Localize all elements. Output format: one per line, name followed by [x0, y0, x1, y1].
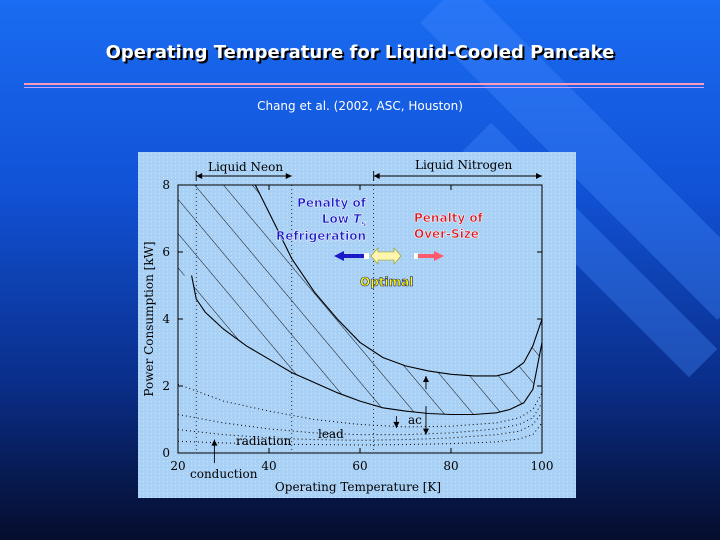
- power-consumption-bound-line: [191, 275, 542, 416]
- y-tick-label: 6: [162, 245, 170, 259]
- penalty-low-line2: Low Ts: [322, 212, 366, 228]
- y-tick-label: 4: [162, 312, 170, 326]
- ac-arrow-top-head: [422, 375, 429, 382]
- x-tick-label: 40: [261, 459, 276, 473]
- liquid-neon-range-arrowhead: [196, 173, 203, 179]
- ac-marker-arrow-head: [393, 421, 400, 428]
- slide-title: Operating Temperature for Liquid-Cooled …: [105, 42, 615, 63]
- ac-arrow-bottom-head: [422, 428, 429, 435]
- dotted-loss-curve: [178, 412, 542, 441]
- liquid-neon-range-arrowhead: [285, 173, 292, 179]
- y-tick-label: 2: [162, 379, 170, 393]
- y-tick-label: 8: [162, 178, 170, 192]
- liquid-nitrogen-range-arrowhead: [373, 173, 380, 179]
- penalty-low-symbol-sub: s: [361, 219, 366, 228]
- region-label-liquid-nitrogen: Liquid Nitrogen: [415, 158, 512, 172]
- chart-panel: 20 40 60 80 100 0 2 4 6 8 Liquid Neon Liquid Nitr…: [138, 152, 576, 498]
- y-tick-label: 0: [162, 446, 170, 460]
- x-axis-label: Operating Temperature [K]: [275, 480, 441, 494]
- title-divider: [24, 83, 704, 85]
- slide-subtitle: Chang et al. (2002, ASC, Houston): [257, 99, 463, 113]
- power-consumption-bound-line: [254, 185, 542, 377]
- x-tick-label: 20: [170, 459, 185, 473]
- penalty-over-arrow: [414, 251, 444, 261]
- optimal-double-arrow: [370, 247, 402, 265]
- x-tick-label: 80: [443, 459, 458, 473]
- hatched-region: [178, 185, 542, 415]
- x-tick-label: 100: [531, 459, 554, 473]
- title-divider-secondary: [24, 87, 704, 88]
- penalty-low-word: Low: [322, 212, 349, 226]
- dotted-loss-curve: [178, 383, 542, 428]
- penalty-low-symbol: T: [353, 212, 362, 226]
- y-axis-label: Power Consumption [kW]: [142, 241, 156, 396]
- penalty-low-line3: Refrigeration: [276, 229, 366, 243]
- penalty-low-line1: Penalty of: [297, 196, 367, 210]
- penalty-over-line1: Penalty of: [414, 211, 484, 225]
- x-tick-label: 60: [352, 459, 367, 473]
- dotted-loss-curve: [178, 402, 542, 436]
- liquid-nitrogen-range-arrowhead: [536, 173, 542, 179]
- optimal-label: Optimal: [360, 275, 413, 289]
- penalty-low-arrow: [334, 251, 369, 261]
- conduction-arrow-head: [211, 439, 218, 446]
- region-label-liquid-neon: Liquid Neon: [208, 160, 283, 174]
- conduction-label: conduction: [190, 467, 258, 481]
- radiation-label: radiation: [236, 434, 291, 448]
- penalty-over-line2: Over-Size: [414, 227, 479, 241]
- ac-label: ac: [408, 413, 422, 427]
- lead-label: lead: [318, 427, 344, 441]
